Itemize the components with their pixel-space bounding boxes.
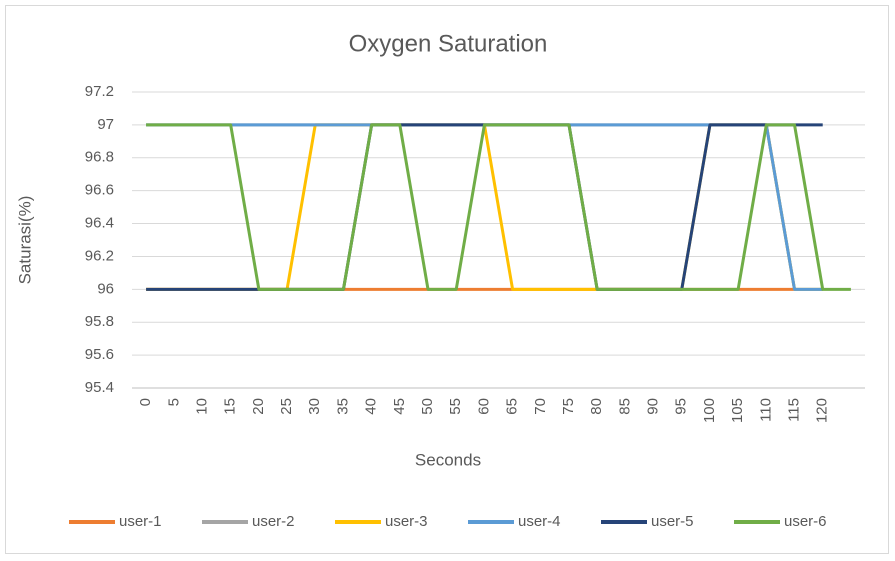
y-tick-label: 95.4 — [85, 379, 114, 396]
y-tick-label: 96.6 — [85, 182, 114, 199]
x-tick-label: 30 — [306, 398, 323, 415]
y-tick-label: 96.8 — [85, 149, 114, 166]
x-tick-label: 70 — [532, 398, 549, 415]
y-tick-label: 96.4 — [85, 215, 114, 232]
x-tick-label: 35 — [334, 398, 351, 415]
x-tick-label: 90 — [645, 398, 662, 415]
x-tick-label: 110 — [757, 398, 774, 422]
y-tick-label: 95.6 — [85, 346, 114, 363]
x-tick-label: 10 — [193, 398, 210, 415]
x-tick-label: 80 — [588, 398, 605, 415]
y-tick-label: 96 — [97, 280, 114, 297]
x-tick-label: 20 — [250, 398, 267, 415]
x-tick-label: 75 — [560, 398, 577, 415]
legend-label: user-3 — [385, 513, 428, 530]
x-tick-label: 60 — [475, 398, 492, 415]
x-tick-label: 120 — [814, 398, 831, 423]
y-tick-label: 97.2 — [85, 83, 114, 100]
x-tick-label: 55 — [447, 398, 464, 415]
x-tick-label: 40 — [363, 398, 380, 415]
x-tick-label: 15 — [222, 398, 239, 415]
x-tick-label: 45 — [391, 398, 408, 415]
x-tick-label: 95 — [673, 398, 690, 415]
y-tick-label: 96.2 — [85, 247, 114, 264]
y-axis-label: Saturasi(%) — [15, 196, 34, 285]
legend-label: user-5 — [651, 513, 694, 530]
x-tick-label: 115 — [785, 398, 802, 422]
legend-label: user-6 — [784, 513, 827, 530]
x-tick-label: 105 — [729, 398, 746, 423]
legend-label: user-2 — [252, 513, 295, 530]
y-tick-label: 95.8 — [85, 313, 114, 330]
x-tick-label: 5 — [165, 398, 182, 406]
x-tick-label: 0 — [137, 398, 154, 406]
x-tick-label: 25 — [278, 398, 295, 415]
x-tick-label: 50 — [419, 398, 436, 415]
y-tick-label: 97 — [97, 116, 114, 133]
chart-title: Oxygen Saturation — [349, 30, 548, 57]
legend-label: user-1 — [119, 513, 162, 530]
series-line — [146, 123, 851, 291]
legend-label: user-4 — [518, 513, 561, 530]
x-axis-label: Seconds — [415, 450, 481, 469]
x-tick-label: 85 — [616, 398, 633, 415]
x-tick-label: 65 — [504, 398, 521, 415]
chart-border — [5, 5, 889, 554]
x-tick-label: 100 — [701, 398, 718, 423]
